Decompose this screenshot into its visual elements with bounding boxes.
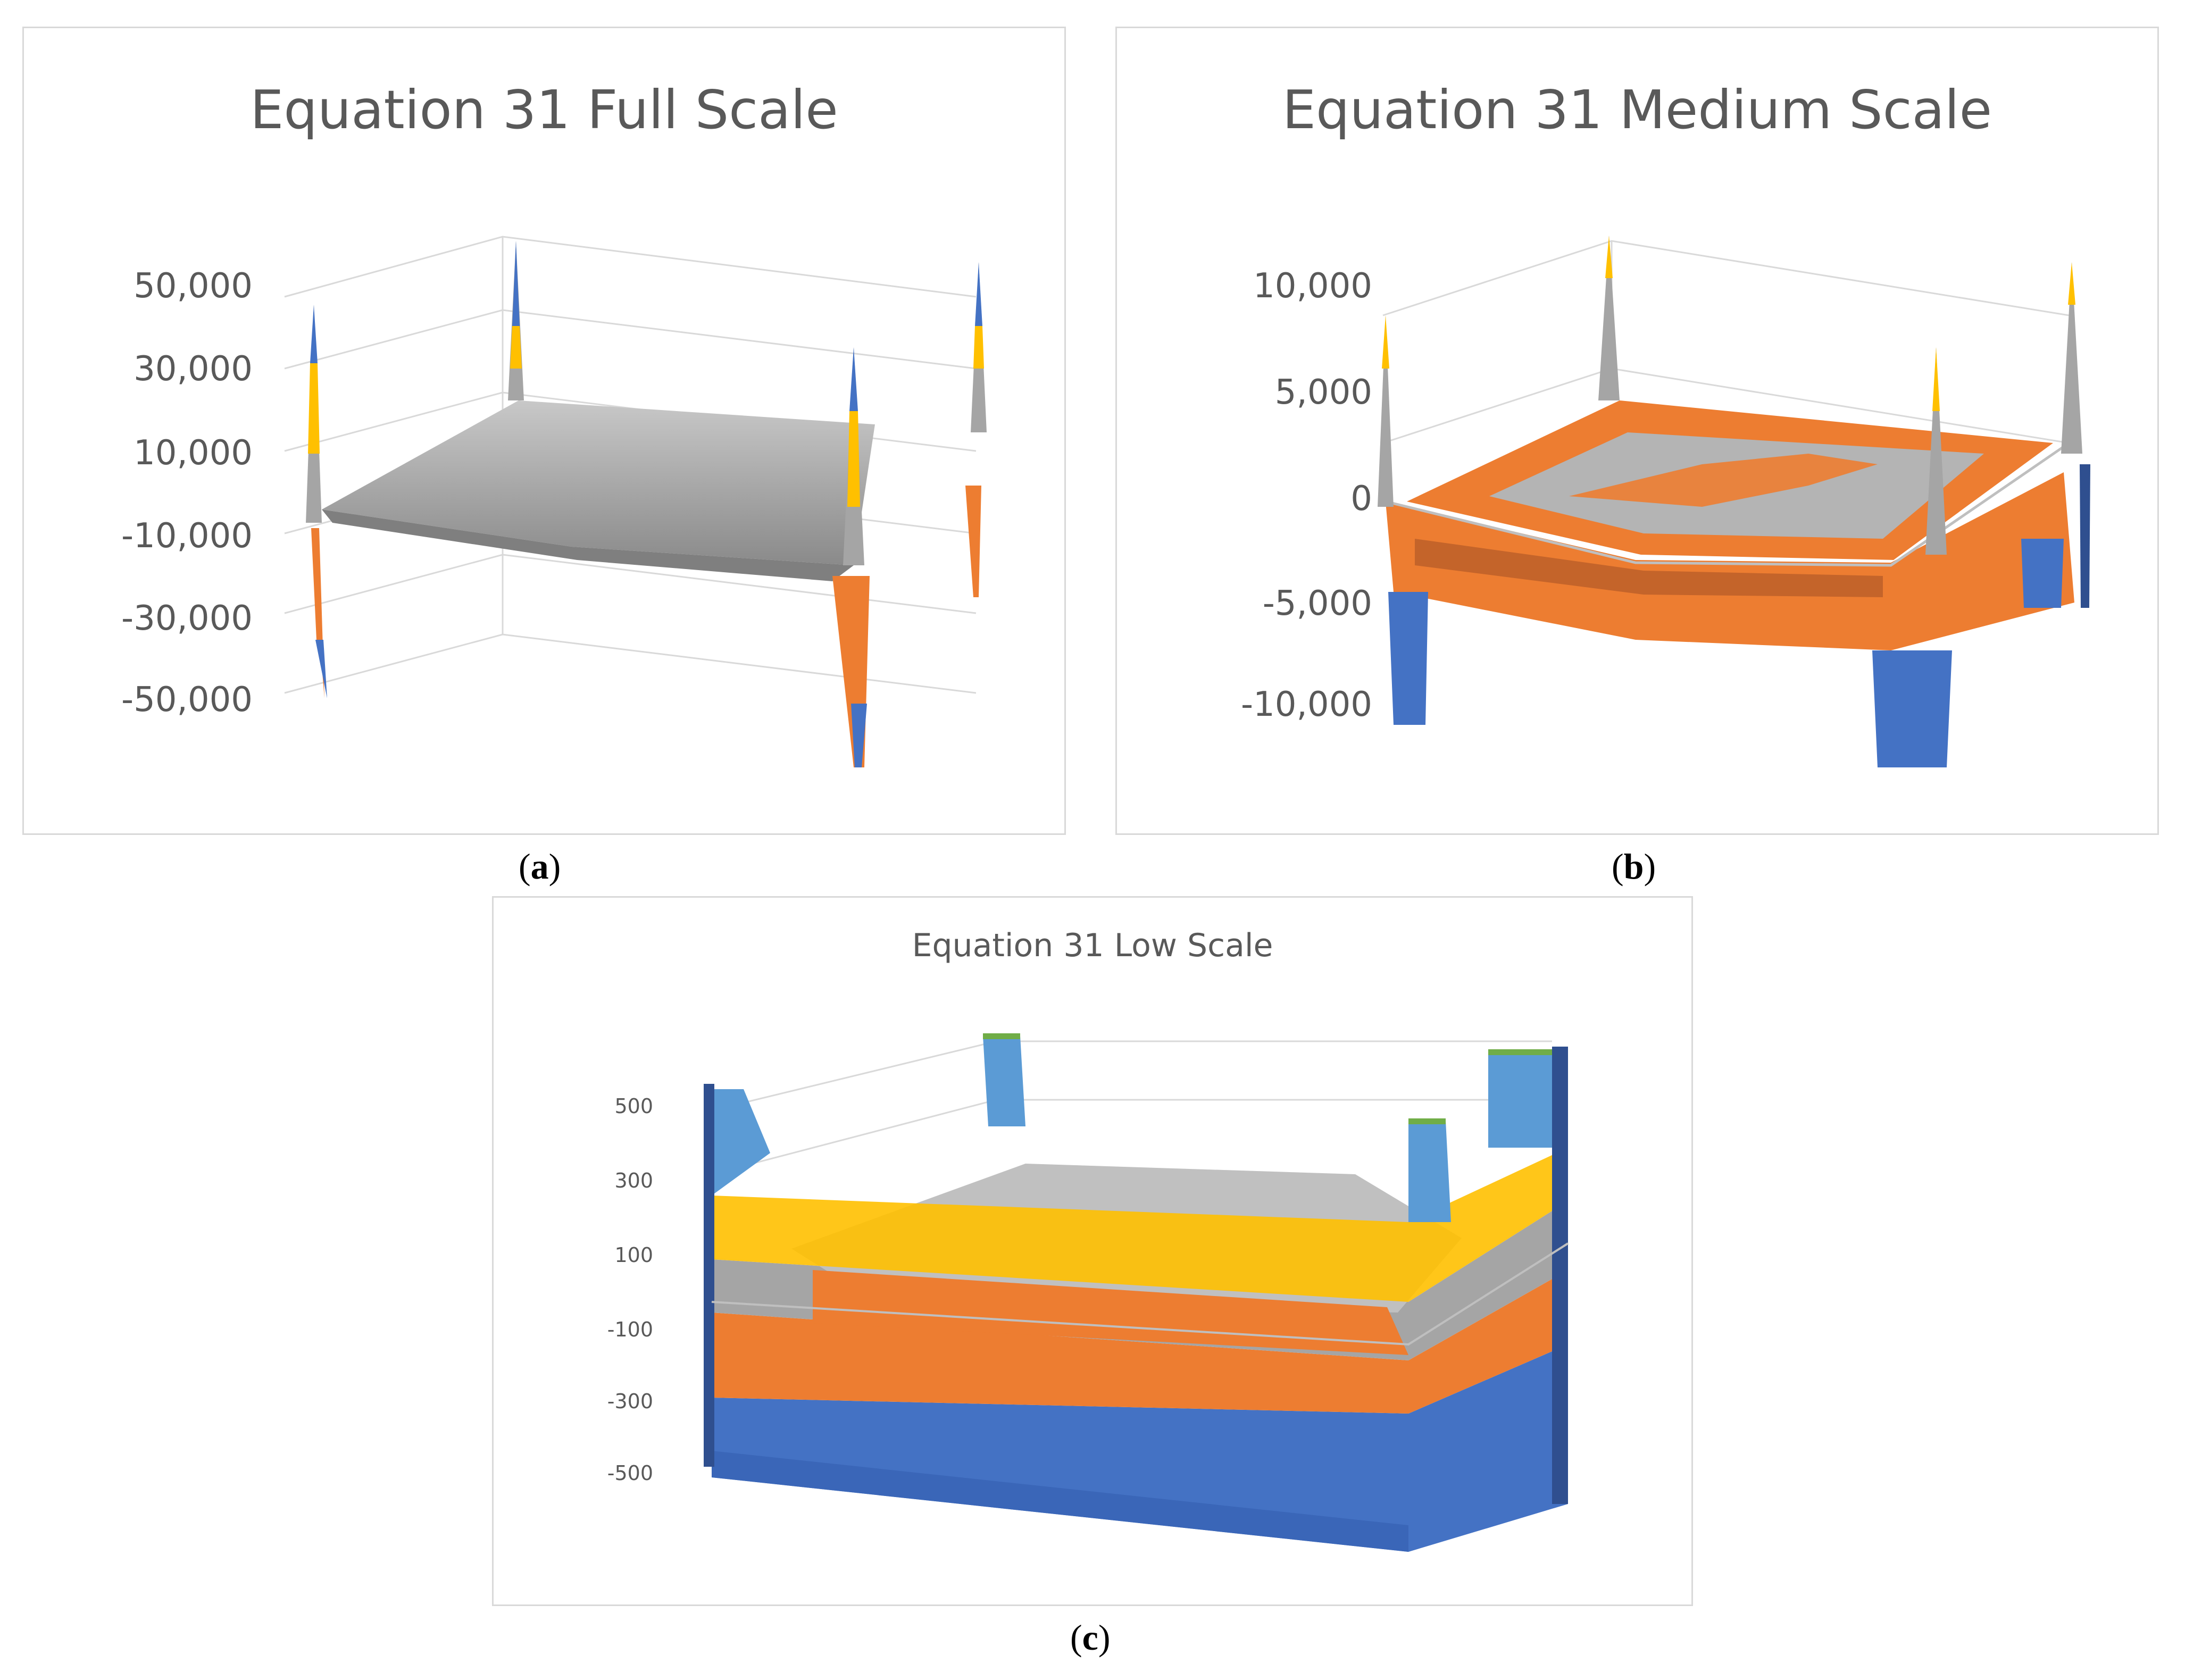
- peak-left: [712, 1089, 770, 1196]
- spike-front: [1925, 347, 1947, 555]
- z-tick-label: -300: [607, 1390, 653, 1413]
- z-tick-label: 500: [614, 1094, 653, 1118]
- z-tick-label: -5,000: [1262, 584, 1372, 623]
- spike-back: [1598, 236, 1620, 400]
- surface-plot-medium-scale: [1378, 236, 2090, 767]
- z-tick-label: 50,000: [134, 266, 253, 306]
- z-tick-label: 10,000: [1253, 266, 1372, 306]
- surface-wall-orange: [1386, 472, 2074, 650]
- peak-back: [983, 1036, 1025, 1126]
- surface-plot-full-scale: [284, 236, 987, 767]
- z-tick-label: -500: [607, 1461, 653, 1485]
- z-tick-label: -30,000: [121, 599, 253, 638]
- z-tick-label: 300: [614, 1169, 653, 1192]
- leg-right-down: [2021, 539, 2064, 608]
- leg-front-down: [1872, 650, 1952, 767]
- surface-band-yellow: [712, 1148, 1568, 1302]
- z-tick-label: -10,000: [1240, 685, 1372, 724]
- chart-panel-low-scale: Equation 31 Low Scale 500 300 100 -100 -…: [492, 896, 1693, 1606]
- panel-caption: (c): [1070, 1617, 1111, 1658]
- z-tick-label: 0: [1350, 479, 1372, 519]
- surface-band-orange: [712, 1270, 1568, 1414]
- spike-right: [2061, 262, 2082, 454]
- chart-title: Equation 31 Medium Scale: [1282, 79, 1992, 141]
- chart-title: Equation 31 Full Scale: [250, 79, 838, 141]
- spike-right-down: [965, 486, 981, 597]
- z-tick-label: 30,000: [134, 349, 253, 389]
- z-tick-label: 5,000: [1274, 373, 1372, 412]
- chart-title: Equation 31 Low Scale: [912, 927, 1273, 964]
- surface-plateau: [322, 400, 875, 565]
- panel-caption: (a): [519, 846, 561, 887]
- spike-left: [1378, 315, 1394, 507]
- z-tick-label: -10,000: [121, 516, 253, 556]
- z-tick-label: 100: [614, 1243, 653, 1267]
- surface-plot-low-scale: [704, 1033, 1569, 1552]
- peak-right: [1408, 1121, 1451, 1222]
- panel-caption: (b): [1612, 846, 1656, 887]
- z-tick-label: -50,000: [121, 680, 253, 720]
- z-tick-label: 10,000: [134, 433, 253, 473]
- z-tick-label: -100: [607, 1318, 653, 1341]
- chart-panel-medium-scale: Equation 31 Medium Scale 10,000 5,000 0 …: [1115, 27, 2159, 835]
- chart-panel-full-scale: Equation 31 Full Scale 50,000 30,000 10,…: [22, 27, 1066, 835]
- leg-left-down: [1388, 592, 1428, 725]
- peak-far-right: [1488, 1052, 1568, 1148]
